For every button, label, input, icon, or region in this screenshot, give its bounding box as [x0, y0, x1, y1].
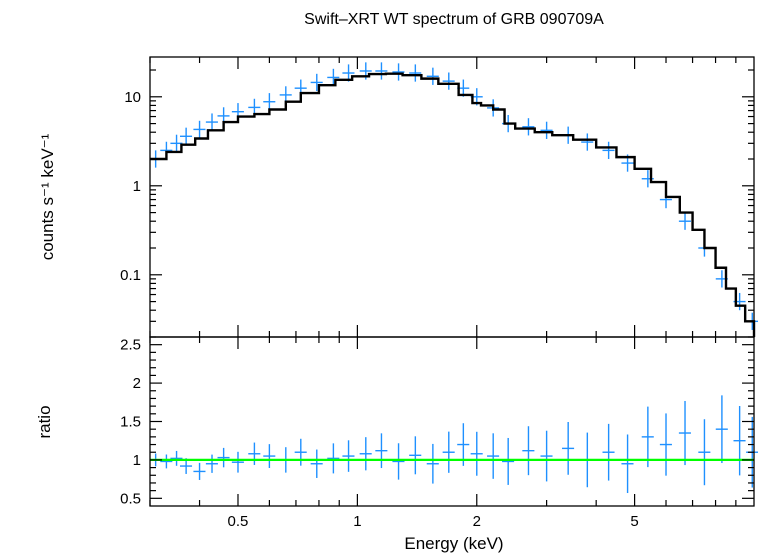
ratio-data-point — [426, 443, 439, 484]
ratio-data-point — [193, 462, 206, 480]
spectrum-data-point — [375, 62, 388, 80]
spectrum-data-point — [540, 121, 553, 139]
ratio-data-point — [502, 437, 515, 485]
ratio-data-point — [263, 444, 276, 468]
spectrum-data-point — [522, 118, 535, 136]
ratio-data-point — [170, 450, 183, 466]
ratio-data-point — [205, 454, 218, 473]
y-tick-label: 10 — [124, 89, 141, 106]
ratio-data-point — [540, 430, 553, 482]
ratio-frame — [149, 336, 755, 507]
ratio-data-point — [327, 443, 340, 474]
spectrum-data-point — [170, 134, 183, 152]
ratio-data-point — [641, 406, 654, 468]
ratio-data-point — [487, 433, 500, 479]
ratio-x-ticks: 0.5 1 2 5 — [149, 337, 737, 530]
y-tick-label: 1 — [133, 178, 141, 195]
ratio-data-point — [715, 395, 728, 464]
ratio-data-point — [659, 413, 672, 476]
ratio-data-point — [231, 451, 244, 473]
ratio-data-point — [294, 438, 307, 466]
spectrum-data-point — [442, 72, 455, 90]
spectrum-data-point — [392, 63, 405, 81]
spectrum-model-line — [150, 72, 756, 337]
ratio-data-point — [698, 419, 711, 486]
ratio-data-point — [733, 406, 746, 476]
ratio-y-ticks: 0.5 1 1.5 2 2.5 — [120, 337, 754, 507]
x-tick-label: 0.5 — [228, 513, 249, 530]
ratio-data-point — [442, 431, 455, 473]
spectrum-data-point — [581, 133, 594, 151]
y-tick-label: 2 — [133, 375, 141, 392]
spectrum-y-ticks: 0.1 1 10 — [120, 69, 754, 338]
spectrum-data-point — [310, 73, 323, 92]
spectrum-y-axis-label: counts s⁻¹ keV⁻¹ — [38, 133, 57, 260]
ratio-data-point — [678, 400, 691, 466]
ratio-data-point — [602, 423, 615, 481]
x-tick-label: 2 — [473, 513, 481, 530]
ratio-data-points — [149, 395, 758, 494]
spectrum-data-point — [263, 93, 276, 111]
ratio-panel: 0.5 1 1.5 2 2.5 0.5 1 2 5 ratio Energy (keV) — [35, 336, 758, 553]
spectrum-data-point — [179, 127, 193, 145]
ratio-data-point — [310, 449, 323, 478]
ratio-data-point — [562, 421, 575, 475]
x-axis-label: Energy (keV) — [404, 534, 503, 553]
spectrum-frame — [149, 56, 755, 338]
spectrum-data-point — [327, 68, 340, 87]
ratio-data-point — [359, 437, 372, 471]
ratio-data-point — [217, 447, 230, 468]
ratio-data-point — [375, 433, 388, 469]
ratio-data-point — [342, 440, 355, 472]
x-tick-label: 5 — [630, 513, 638, 530]
ratio-data-point — [392, 443, 405, 480]
y-tick-label: 0.5 — [120, 490, 141, 507]
model-curve — [150, 72, 756, 337]
spectrum-data-point — [602, 141, 615, 160]
ratio-data-point — [248, 442, 261, 465]
y-tick-label: 1 — [133, 452, 141, 469]
y-tick-label: 2.5 — [120, 337, 141, 354]
y-tick-label: 1.5 — [120, 414, 141, 431]
ratio-data-point — [621, 434, 634, 494]
ratio-data-point — [160, 454, 173, 469]
ratio-data-point — [470, 431, 483, 476]
spectrum-x-ticks — [149, 57, 737, 337]
spectrum-data-point — [193, 120, 206, 139]
x-tick-label: 1 — [353, 513, 361, 530]
ratio-data-point — [409, 436, 422, 475]
chart-title: Swift–XRT WT spectrum of GRB 090709A — [304, 11, 604, 28]
spectrum-data-point — [426, 67, 439, 85]
spectrum-panel: 0.1 1 10 counts s⁻¹ keV⁻¹ — [38, 56, 758, 338]
ratio-data-point — [457, 423, 470, 466]
spectrum-data-point — [409, 64, 422, 82]
ratio-y-axis-label: ratio — [35, 405, 54, 438]
y-tick-label: 0.1 — [120, 267, 141, 284]
ratio-data-point — [522, 426, 535, 476]
spectrum-data-point — [205, 113, 218, 131]
spectrum-data-point — [678, 212, 691, 230]
